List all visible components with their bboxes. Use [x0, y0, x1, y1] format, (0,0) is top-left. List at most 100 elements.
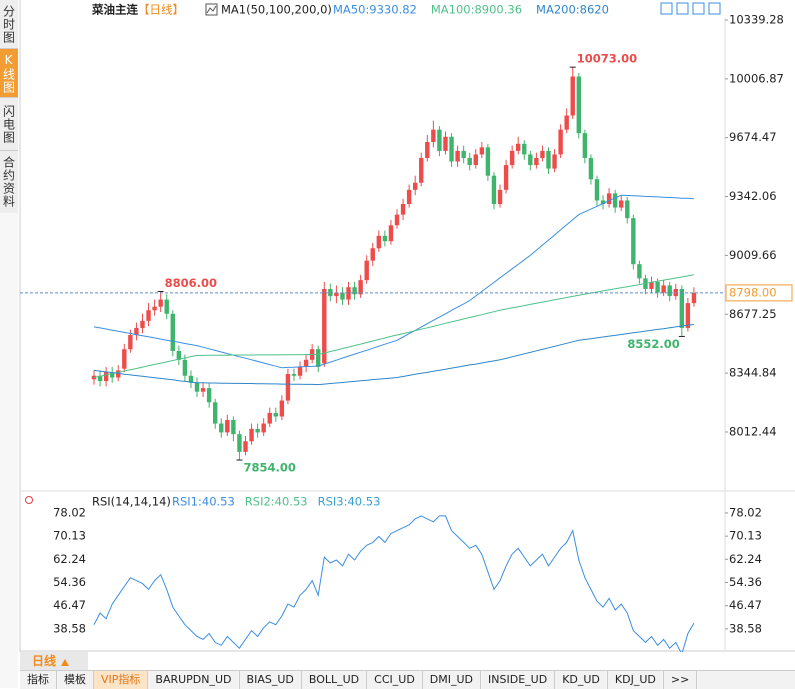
ma-line: [93, 323, 694, 386]
candle-body: [316, 349, 321, 367]
indicator-icon[interactable]: [205, 3, 218, 16]
candle-body: [194, 382, 200, 392]
toolbar-tab[interactable]: KDJ_UD: [608, 671, 664, 689]
side-tab[interactable]: 分时图: [0, 0, 18, 49]
icon[interactable]: [692, 2, 705, 15]
candle-body: [612, 193, 618, 208]
candle-body: [552, 154, 557, 169]
icon[interactable]: [708, 2, 721, 15]
annotation: 8806.00: [165, 276, 217, 290]
candle-body: [346, 287, 351, 300]
y-tick-label: 78.02: [729, 505, 762, 519]
toolbar-icons[interactable]: [660, 2, 721, 15]
candle-body: [467, 157, 472, 166]
icon[interactable]: [676, 2, 689, 15]
candle-body: [170, 313, 175, 351]
candle-body: [388, 225, 394, 242]
y-tick-label: 62.24: [729, 552, 762, 566]
candle-body: [491, 175, 497, 205]
last-price-box: [725, 284, 793, 302]
candle-body: [540, 150, 545, 158]
y-tick-label: 8344.84: [729, 366, 777, 380]
y-tick-label: 54.36: [53, 575, 86, 589]
toolbar-tab[interactable]: CCI_UD: [367, 671, 423, 689]
candle-body: [182, 359, 188, 376]
candle-body: [91, 375, 97, 380]
candle-body: [461, 150, 466, 158]
y-tick-label: 9342.06: [729, 189, 777, 203]
chart-title: 菜油主连: [91, 3, 138, 17]
legend-item: RSI3:40.53: [318, 495, 381, 509]
toolbar-tab[interactable]: INSIDE_UD: [481, 671, 556, 689]
toolbar-tab[interactable]: BARUPDN_UD: [148, 671, 240, 689]
candle-body: [582, 133, 588, 158]
toolbar-tab[interactable]: 模板: [57, 671, 94, 689]
ma-line: [93, 274, 694, 378]
y-tick-label: 38.58: [53, 621, 86, 635]
candle-body: [206, 388, 212, 403]
settings-icon[interactable]: [25, 496, 33, 504]
arrow-icon: [61, 658, 70, 666]
candle-body: [152, 306, 157, 311]
candle-body: [285, 373, 291, 401]
candle-body: [146, 310, 151, 321]
candle-body: [455, 150, 460, 162]
side-tab[interactable]: 闪电图: [0, 98, 18, 151]
legend-item: RSI1:40.53: [172, 495, 235, 509]
candle-body: [249, 428, 254, 442]
candle-body: [200, 388, 206, 392]
y-tick-label: 54.36: [729, 575, 762, 589]
period-text: 日线: [32, 654, 57, 668]
candle-body: [631, 218, 636, 265]
candle-body: [109, 372, 115, 378]
candle-body: [116, 370, 121, 378]
candle-body: [213, 402, 218, 424]
candle-body: [188, 375, 194, 383]
y-tick-label: 9674.47: [729, 130, 777, 144]
candle-body: [103, 372, 109, 382]
y-tick-label: 8677.25: [729, 307, 777, 321]
toolbar-tab[interactable]: >>: [664, 671, 698, 689]
candle-body: [176, 350, 182, 360]
period-tab[interactable]: 日线: [20, 652, 88, 670]
y-tick-label: 9009.66: [729, 248, 777, 262]
toolbar-tab[interactable]: VIP指标: [94, 671, 149, 689]
y-tick-label: 70.13: [729, 529, 762, 543]
candle-body: [588, 157, 594, 180]
candle-body: [528, 154, 533, 166]
candle-body: [267, 412, 272, 424]
y-tick-label: 62.24: [53, 552, 86, 566]
candle-body: [97, 375, 103, 382]
candle-body: [406, 189, 412, 205]
side-tab[interactable]: K线图: [0, 49, 18, 98]
annotation: 8552.00: [627, 337, 679, 351]
candle-body: [128, 335, 133, 350]
rsi-title: RSI(14,14,14): [92, 495, 171, 509]
candle-body: [594, 179, 600, 201]
candle-body: [570, 76, 575, 116]
last-price-label: 8798.00: [729, 285, 777, 299]
side-tab[interactable]: 合约资料: [0, 151, 18, 214]
toolbar-tab[interactable]: 指标: [20, 671, 57, 689]
toolbar-tab[interactable]: BOLL_UD: [302, 671, 368, 689]
annotation: 7854.00: [243, 461, 295, 475]
candle-body: [625, 200, 630, 219]
candle-body: [619, 200, 624, 208]
candle-body: [164, 299, 169, 314]
candle-body: [534, 157, 539, 166]
annotation: 10073.00: [577, 52, 637, 66]
toolbar-tab[interactable]: KD_UD: [555, 671, 608, 689]
chart: 菜油主连 【日线】 MA1(50,100,200,0) RSI(14,14,14…: [19, 0, 795, 652]
candle-body: [394, 214, 400, 226]
candle-body: [443, 136, 448, 151]
candle-body: [231, 420, 236, 435]
candle-body: [297, 366, 303, 376]
icon[interactable]: [660, 2, 673, 15]
y-tick-label: 46.47: [729, 598, 762, 612]
candle-body: [255, 428, 260, 433]
toolbar-tab[interactable]: BIAS_UD: [240, 671, 302, 689]
candle-body: [370, 248, 375, 261]
toolbar-tab[interactable]: DMI_UD: [423, 671, 482, 689]
legend-item: MA200:8620: [536, 3, 609, 17]
